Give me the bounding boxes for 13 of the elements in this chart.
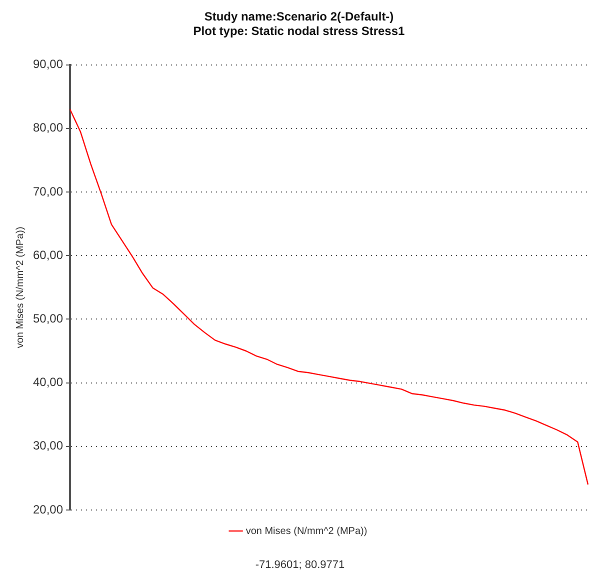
chart-title: Study name:Scenario 2(-Default-) bbox=[204, 10, 394, 24]
y-tick-label: 40,00 bbox=[33, 375, 64, 390]
text: -71.9601; 80.9771 bbox=[255, 559, 345, 571]
y-tick-label: 50,00 bbox=[33, 312, 64, 326]
y-tick-label: 60,00 bbox=[33, 248, 64, 262]
y-tick-label: 30,00 bbox=[33, 438, 64, 453]
legend-label: von Mises (N/mm^2 (MPa)) bbox=[246, 526, 368, 537]
chart-subtitle: Plot type: Static nodal stress Stress1 bbox=[193, 24, 406, 38]
y-tick-label: 80,00 bbox=[33, 120, 64, 135]
y-tick-label: 90,00 bbox=[33, 57, 64, 72]
y-axis-title: von Mises (N/mm^2 (MPa)) bbox=[14, 226, 26, 348]
y-tick-label: 20,00 bbox=[33, 502, 64, 516]
y-tick-label: 70,00 bbox=[33, 184, 64, 198]
